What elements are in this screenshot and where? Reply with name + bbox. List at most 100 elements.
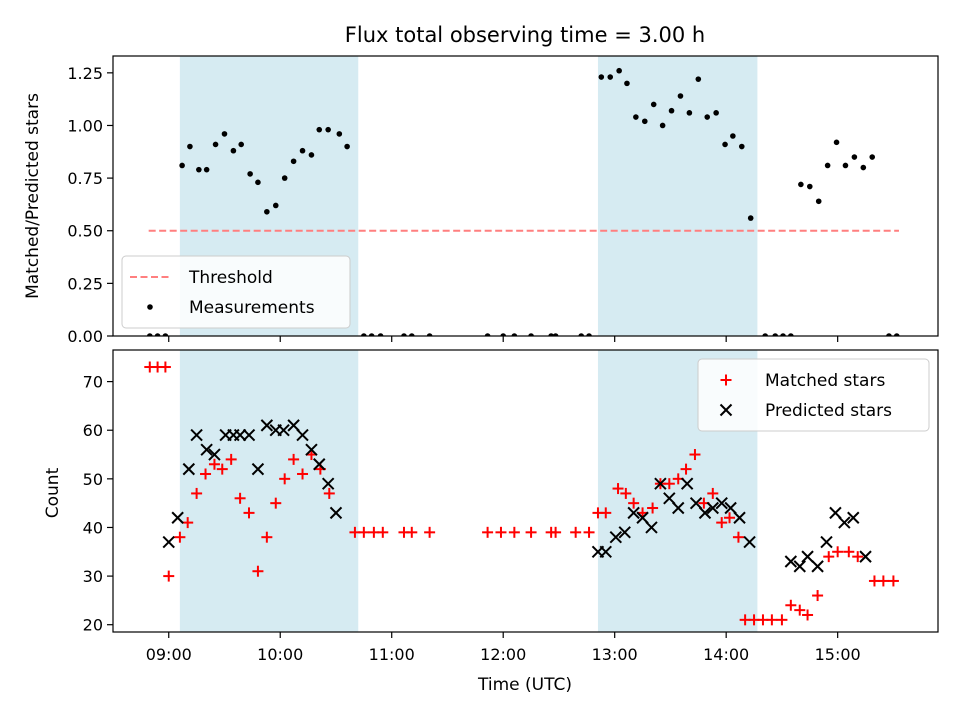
predicted-stars-point-46-b — [859, 550, 872, 563]
bottom-ytick-label-1: 30 — [83, 567, 103, 586]
measurements-point-66 — [860, 164, 867, 171]
bottom-data-layer — [144, 361, 899, 626]
predicted-stars-point-35-b — [724, 501, 737, 515]
measurements-point-13 — [264, 208, 270, 215]
measurements-point-47 — [686, 110, 693, 116]
predicted-stars-point-45-b — [847, 511, 860, 524]
measurements-point-69 — [893, 333, 900, 336]
measurements-point-40 — [624, 80, 630, 87]
measurements-point-3 — [179, 162, 185, 169]
measurements-point-15 — [281, 175, 288, 181]
matched-stars-point-60 — [794, 604, 806, 616]
measurements-point-35 — [578, 333, 585, 336]
measurements-point-33 — [548, 333, 554, 336]
predicted-stars-point-43 — [829, 506, 842, 520]
predicted-stars-point-8-b — [233, 428, 247, 442]
measurements-point-41 — [633, 114, 639, 120]
top-axes-frame — [112, 55, 939, 337]
predicted-stars-point-25 — [636, 511, 649, 524]
measurements-point-53 — [738, 143, 745, 150]
measurements-point-49 — [704, 114, 711, 120]
top-shaded-interval-1 — [597, 56, 758, 336]
predicted-stars-point-42-b — [820, 535, 833, 549]
measurements-point-17 — [299, 147, 306, 154]
predicted-stars-point-13-b — [277, 424, 290, 437]
predicted-stars-point-23-b — [618, 526, 631, 539]
measurements-point-9 — [230, 147, 237, 154]
matched-stars-point-69 — [887, 575, 899, 587]
measurements-point-23 — [361, 333, 367, 336]
top-legend-measurements-label: Measurements — [189, 298, 315, 318]
top-ytick-label-0: 0.00 — [67, 327, 103, 346]
predicted-stars-point-46 — [859, 550, 872, 563]
predicted-stars-point-15-b — [296, 428, 309, 442]
matched-stars-point-29 — [482, 526, 494, 538]
measurements-point-5 — [196, 166, 202, 173]
predicted-stars-point-33 — [706, 501, 720, 515]
measurements-point-30 — [500, 333, 507, 336]
predicted-stars-point-29 — [672, 501, 685, 515]
measurements-point-27 — [408, 333, 415, 336]
matched-stars-point-10 — [225, 453, 237, 465]
predicted-stars-point-44 — [838, 516, 851, 529]
predicted-stars-point-15 — [296, 428, 309, 442]
matched-stars-point-48 — [689, 449, 701, 461]
predicted-stars-point-35 — [724, 501, 737, 515]
predicted-stars-point-21-b — [599, 545, 612, 558]
predicted-stars-point-36-b — [733, 511, 746, 524]
predicted-stars-point-40-b — [801, 550, 814, 563]
bottom-legend-matched-stars-handle — [720, 374, 732, 386]
measurements-point-24 — [368, 333, 375, 336]
predicted-stars-point-24-b — [627, 506, 640, 520]
bottom-legend-predicted-stars-handle — [719, 403, 733, 417]
xtick-label-5: 14:00 — [703, 645, 749, 664]
matched-stars-point-51 — [716, 517, 728, 529]
predicted-stars-point-37-b — [743, 535, 756, 549]
predicted-stars-point-17 — [313, 458, 326, 471]
predicted-stars-point-10 — [251, 462, 265, 476]
top-legend: Threshold Measurements — [121, 255, 351, 329]
measurements-point-51 — [722, 141, 728, 148]
matched-stars-point-40 — [620, 487, 632, 499]
predicted-stars-point-17-b — [313, 458, 326, 471]
predicted-stars-point-21 — [599, 545, 612, 558]
predicted-stars-point-24 — [627, 506, 640, 520]
predicted-stars-point-23 — [618, 526, 631, 539]
matched-stars-point-35 — [570, 526, 582, 538]
measurements-point-4 — [187, 143, 193, 150]
top-ytick-label-4: 1.00 — [67, 116, 103, 135]
top-ytick-label-1: 0.25 — [67, 274, 103, 293]
top-ytick-label-2: 0.50 — [67, 222, 103, 241]
measurements-point-25 — [377, 333, 384, 336]
predicted-stars-point-8 — [233, 428, 247, 442]
top-ytick-label-3: 0.75 — [67, 169, 103, 188]
matched-stars-point-28 — [424, 526, 436, 538]
predicted-stars-point-1 — [171, 511, 184, 524]
bottom-legend-predicted-stars-label: Predicted stars — [765, 401, 892, 421]
measurements-point-60 — [806, 183, 813, 190]
measurements-point-14 — [272, 202, 279, 209]
predicted-stars-point-11-b — [260, 419, 274, 432]
measurements-point-26 — [401, 333, 407, 336]
matched-stars-point-21 — [323, 487, 335, 499]
top-legend-threshold-label: Threshold — [188, 268, 273, 288]
measurements-point-38 — [607, 74, 614, 80]
predicted-stars-point-43-b — [829, 506, 842, 520]
measurements-point-6 — [203, 166, 210, 173]
predicted-stars-point-29-b — [672, 501, 685, 515]
matched-stars-point-32 — [525, 526, 537, 538]
measurements-point-68 — [886, 333, 892, 336]
measurements-point-39 — [616, 67, 622, 74]
matched-stars-point-64 — [832, 546, 844, 558]
measurements-point-55 — [762, 333, 768, 336]
predicted-stars-point-27-b — [654, 477, 667, 490]
predicted-stars-point-34-b — [715, 496, 728, 510]
measurements-point-52 — [730, 133, 736, 139]
bottom-legend: Matched stars Predicted stars — [697, 358, 930, 432]
predicted-stars-point-14 — [287, 419, 300, 432]
predicted-stars-point-1-b — [171, 511, 184, 524]
matched-stars-point-66 — [852, 551, 864, 563]
bottom-shaded-interval-0 — [179, 350, 359, 632]
predicted-stars-point-26 — [645, 521, 658, 534]
